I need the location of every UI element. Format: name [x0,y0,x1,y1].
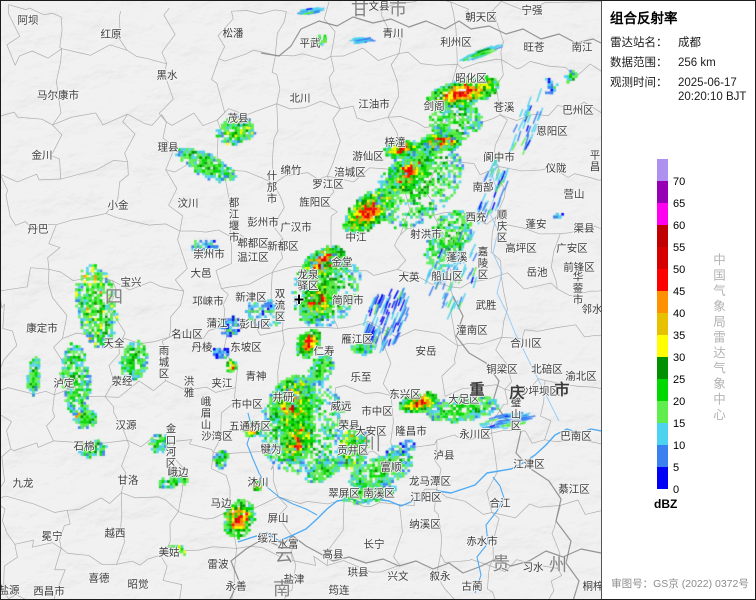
legend-swatch [657,203,668,225]
map-approval-number: 审图号：GS京 (2022) 0372号 [611,578,749,590]
legend-value: 15 [673,418,686,430]
legend-swatch [657,291,668,313]
agency-watermark: 中国气象局雷达气象中心 [711,253,725,424]
legend-value: 50 [673,264,686,276]
legend-entry: 40 [657,291,717,320]
legend-entry: 5 [657,445,717,474]
legend-value: 20 [673,396,686,408]
legend-value: 25 [673,374,686,386]
legend-value: 10 [673,440,686,452]
legend-entry: 55 [657,225,717,254]
legend-value: 45 [673,286,686,298]
time-clock-value: 20:20:10 BJT [678,91,747,103]
station-row: 雷达站名： 成都 [610,34,701,50]
legend-swatch [657,401,668,423]
legend-value: 5 [673,462,680,474]
station-value: 成都 [678,37,701,49]
legend-entry: 25 [657,357,717,386]
legend-swatch [657,247,668,269]
dbz-color-legend: 70 65 60 55 50 45 40 35 30 25 20 15 10 5 0 [657,159,717,496]
legend-swatch [657,357,668,379]
legend-entry: 50 [657,247,717,276]
reflectivity-echo-layer [1,1,601,599]
time-row: 观测时间： 2025-06-17 [610,74,737,90]
radar-map: 阿坝 红原 松潘 黑水 马尔康市 金川 小金 丹巴 汶川 理县 茂县 北川 平武 青川 文县 宁强 朝天区 利州区… [1,1,601,599]
legend-entry: 65 [657,181,717,210]
legend-entry: 45 [657,269,717,298]
legend-swatch [657,467,668,489]
info-panel: 组合反射率 雷达站名： 成都 数据范围： 256 km 观测时间： 2025-06-1… [601,1,755,599]
radar-station-marker: + [293,289,305,310]
legend-value: 65 [673,198,686,210]
legend-swatch [657,181,668,203]
range-row: 数据范围： 256 km [610,54,716,70]
legend-entry: 35 [657,313,717,342]
legend-entry: 15 [657,401,717,430]
legend-entry: 0 [657,467,717,496]
legend-swatch [657,379,668,401]
legend-value: 60 [673,220,686,232]
range-label: 数据范围： [610,57,668,69]
time-label: 观测时间： [610,77,668,89]
legend-swatch [657,423,668,445]
legend-unit: dBZ [654,497,678,511]
legend-value: 35 [673,330,686,342]
legend-swatch [657,225,668,247]
legend-entry: 10 [657,423,717,452]
legend-swatch [657,445,668,467]
legend-value: 70 [673,176,686,188]
legend-entry: 30 [657,335,717,364]
legend-entry: 60 [657,203,717,232]
legend-swatch [657,313,668,335]
legend-entry: 70 [657,159,717,188]
legend-value: 40 [673,308,686,320]
product-title: 组合反射率 [610,11,678,26]
range-value: 256 km [678,57,716,69]
legend-entry: 20 [657,379,717,408]
station-label: 雷达站名： [610,37,668,49]
legend-swatch [657,269,668,291]
legend-value: 0 [673,484,680,496]
legend-swatch [657,159,668,181]
legend-value: 30 [673,352,686,364]
legend-swatch [657,335,668,357]
time-date-value: 2025-06-17 [678,77,737,89]
legend-value: 55 [673,242,686,254]
